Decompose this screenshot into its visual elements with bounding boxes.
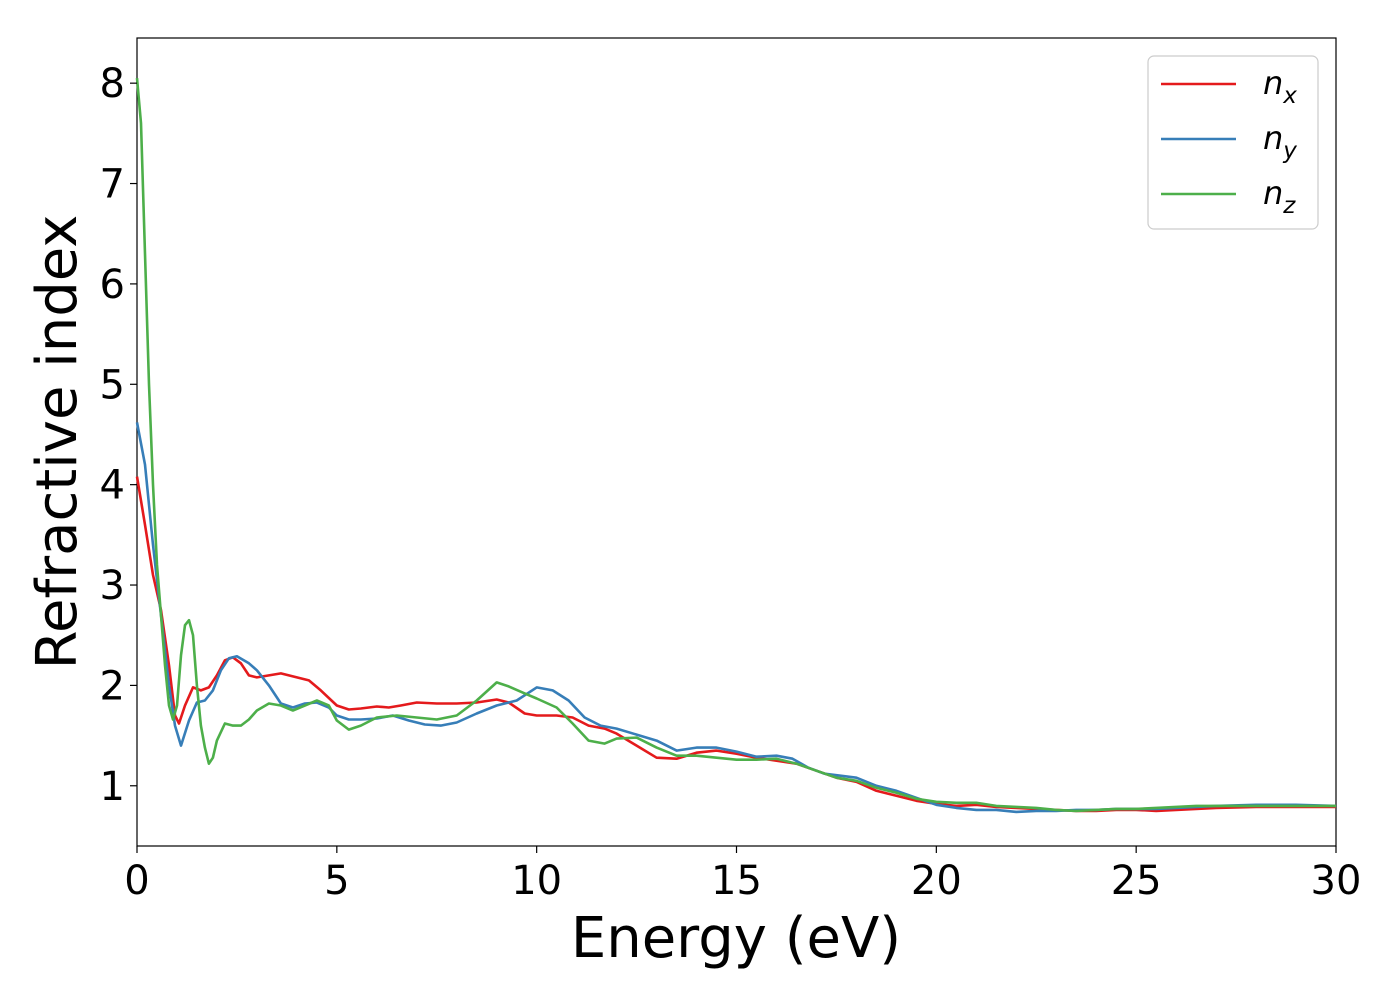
y-tick-label: 3	[100, 563, 125, 609]
y-tick-label: 7	[100, 162, 125, 208]
y-tick-label: 4	[100, 463, 125, 509]
x-axis: 0 5 10 15 20 25 30	[124, 846, 1361, 904]
series-line-ny	[135, 422, 1337, 814]
x-tick-label: 10	[511, 858, 562, 904]
y-axis: 1 2 3 4 5 6 7 8	[100, 61, 137, 810]
y-tick-label: 8	[100, 61, 125, 107]
series-line-nz	[135, 77, 1336, 813]
x-tick-label: 15	[711, 858, 762, 904]
x-tick-label: 20	[911, 858, 962, 904]
series-layer	[135, 77, 1337, 814]
x-tick-label: 5	[324, 858, 349, 904]
y-tick-label: 5	[100, 362, 125, 408]
y-tick-label: 1	[100, 764, 125, 810]
y-tick-label: 2	[100, 663, 125, 709]
x-tick-label: 30	[1311, 858, 1362, 904]
x-tick-label: 0	[124, 858, 149, 904]
legend-box	[1147, 55, 1319, 230]
x-tick-label: 25	[1111, 858, 1162, 904]
x-axis-title: Energy (eV)	[571, 906, 901, 971]
y-tick-label: 6	[100, 262, 125, 308]
y-axis-title: Refractive index	[25, 215, 90, 670]
